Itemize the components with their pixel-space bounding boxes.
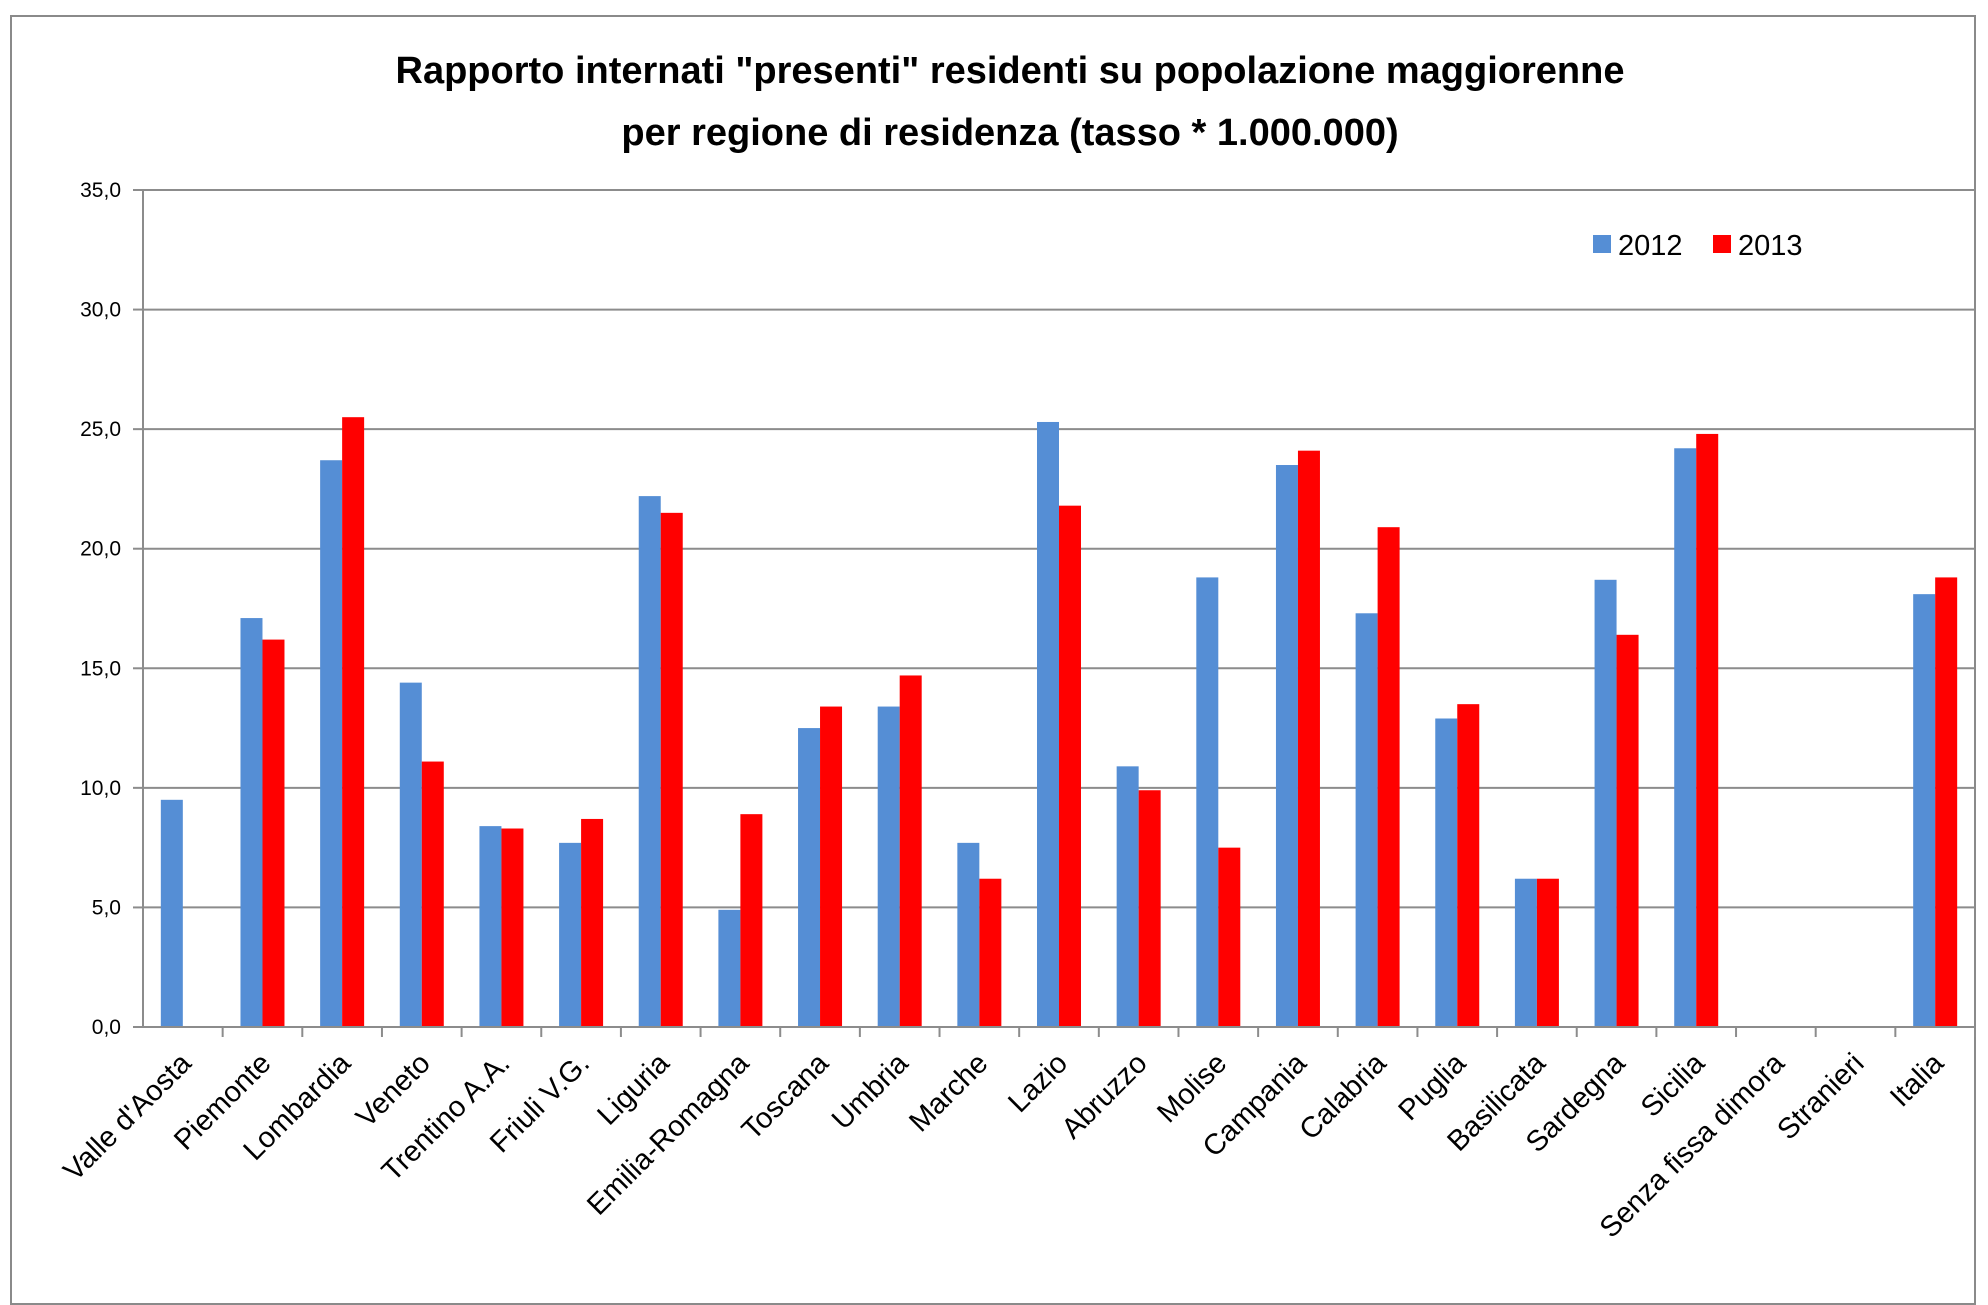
chart-subtitle: per regione di residenza (tasso * 1.000.… — [621, 112, 1398, 154]
bar-2012 — [1196, 577, 1219, 1027]
x-category-label: Abruzzo — [1056, 1047, 1154, 1145]
bar-2012 — [1594, 579, 1617, 1027]
bar-2012 — [1116, 766, 1139, 1027]
bar-2013 — [979, 878, 1002, 1027]
bar-2013 — [1616, 634, 1639, 1027]
bar-2012 — [1514, 878, 1537, 1027]
bar-2013 — [342, 417, 365, 1028]
legend-label-2012: 2012 — [1618, 230, 1683, 262]
bar-2013 — [421, 761, 444, 1027]
legend-swatch-2013 — [1713, 235, 1731, 253]
bar-2013 — [581, 818, 604, 1027]
bar-2012 — [1275, 465, 1298, 1027]
y-axis-ticks: 0,0 5,0 10,0 15,0 20,0 25,0 30,0 35,0 — [80, 179, 121, 1039]
y-tick-label: 30,0 — [80, 299, 121, 322]
x-category-label: Italia — [1884, 1047, 1951, 1114]
bar-2013 — [1536, 878, 1559, 1027]
bar-2013 — [660, 512, 683, 1027]
x-category-label: Valle d'Aosta — [58, 1047, 199, 1188]
y-tick-label: 35,0 — [80, 179, 121, 202]
x-category-label: Umbria — [826, 1047, 915, 1136]
bars — [160, 417, 1958, 1028]
bar-2013 — [262, 639, 285, 1027]
bar-2013 — [1218, 847, 1241, 1027]
y-tick-label: 15,0 — [80, 657, 121, 680]
bar-2012 — [638, 496, 661, 1027]
bar-2012 — [1674, 448, 1697, 1027]
bar-2012 — [479, 826, 502, 1027]
bar-2013 — [1696, 433, 1719, 1027]
bar-2012 — [1913, 594, 1936, 1027]
y-tick-label: 20,0 — [80, 538, 121, 561]
x-category-label: Stranieri — [1771, 1047, 1870, 1146]
bar-2012 — [240, 618, 263, 1027]
bar-2012 — [559, 842, 582, 1027]
bar-2013 — [1935, 577, 1958, 1027]
x-category-label: Sicilia — [1635, 1047, 1712, 1124]
legend: 2012 2013 — [1593, 230, 1803, 262]
x-axis-categories: Valle d'AostaPiemonteLombardiaVenetoTren… — [58, 1047, 1951, 1245]
bar-2013 — [899, 675, 922, 1027]
bar-2012 — [320, 460, 343, 1027]
bar-2013 — [1138, 790, 1161, 1027]
bar-2013 — [740, 814, 763, 1027]
bar-2013 — [820, 706, 843, 1027]
bar-2012 — [160, 799, 183, 1027]
bar-2012 — [718, 909, 741, 1027]
bar-2012 — [877, 706, 900, 1027]
bar-2012 — [399, 682, 422, 1027]
bar-2012 — [1435, 718, 1458, 1027]
legend-label-2013: 2013 — [1738, 230, 1803, 262]
x-category-label: Lazio — [1002, 1047, 1074, 1119]
bar-2012 — [957, 842, 980, 1027]
chart-title: Rapporto internati "presenti" residenti … — [396, 50, 1625, 92]
y-tick-label: 0,0 — [92, 1016, 121, 1039]
y-tick-label: 5,0 — [92, 896, 121, 919]
bar-2012 — [798, 728, 821, 1027]
x-category-label: Marche — [903, 1047, 994, 1138]
bar-2012 — [1355, 613, 1378, 1027]
bar-2012 — [1037, 421, 1059, 1027]
bar-2013 — [1377, 527, 1400, 1027]
bar-2013 — [1297, 450, 1320, 1027]
x-category-label: Toscana — [736, 1047, 836, 1147]
y-tick-label: 10,0 — [80, 777, 121, 800]
bar-2013 — [1059, 505, 1081, 1027]
bar-2013 — [1457, 704, 1480, 1027]
x-category-label: Calabria — [1294, 1047, 1394, 1147]
y-tick-label: 25,0 — [80, 418, 121, 441]
bar-2013 — [501, 828, 524, 1027]
legend-swatch-2012 — [1593, 235, 1611, 253]
x-axis — [142, 190, 1976, 1037]
